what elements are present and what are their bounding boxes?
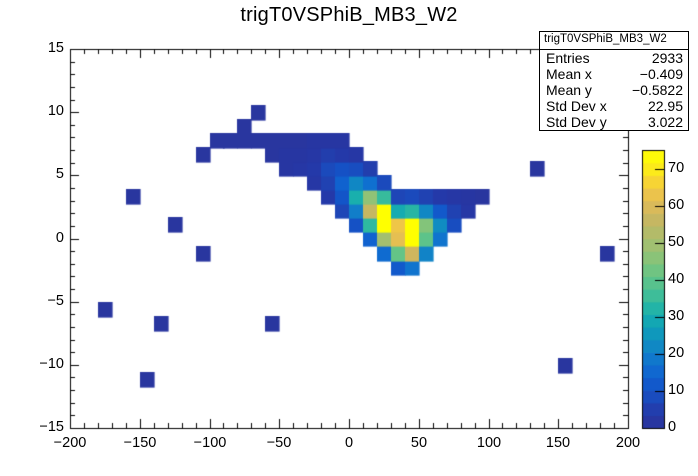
stats-key: Mean y — [546, 81, 592, 98]
stats-row: Entries 2933 — [540, 50, 688, 66]
colorbar-tick-label: 0 — [668, 419, 677, 435]
stats-value: 3.022 — [647, 113, 683, 130]
colorbar-tick-label: 60 — [668, 197, 685, 213]
stats-value: 22.95 — [647, 97, 683, 114]
stats-row: Std Dev x 22.95 — [540, 98, 688, 114]
stats-key: Entries — [546, 49, 590, 66]
stats-value: −0.409 — [639, 65, 683, 82]
stats-value: −0.5822 — [632, 81, 683, 98]
stats-row: Std Dev y 3.022 — [540, 114, 688, 130]
y-axis-tick-label: −15 — [39, 419, 64, 435]
x-axis-tick-label: −50 — [266, 435, 292, 451]
y-axis-tick-label: 5 — [55, 166, 64, 182]
x-axis-tick-label: 200 — [615, 435, 641, 451]
colorbar-tick-label: 50 — [668, 234, 685, 250]
stats-key: Mean x — [546, 65, 592, 82]
x-axis-tick-label: 50 — [410, 435, 428, 451]
y-axis-tick-label: −5 — [47, 293, 64, 309]
x-axis-tick-label: −150 — [123, 435, 157, 451]
x-axis-tick-label: 0 — [344, 435, 354, 451]
y-axis-tick-label: 15 — [47, 40, 64, 56]
stats-key: Std Dev y — [546, 113, 607, 130]
stats-rows: Entries 2933 Mean x −0.409 Mean y −0.5822 Std … — [540, 50, 688, 130]
stats-value: 2933 — [651, 49, 683, 66]
stats-key: Std Dev x — [546, 97, 607, 114]
colorbar-tick-label: 20 — [668, 345, 685, 361]
stats-box: trigT0VSPhiB_MB3_W2 Entries 2933 Mean x −0.… — [539, 31, 689, 131]
y-axis-tick-label: 0 — [55, 230, 64, 246]
stats-title: trigT0VSPhiB_MB3_W2 — [540, 32, 688, 50]
colorbar-tick-label: 30 — [668, 308, 685, 324]
colorbar-tick-label: 70 — [668, 160, 685, 176]
colorbar-tick-label: 10 — [668, 382, 685, 398]
y-axis-tick-label: 10 — [47, 103, 64, 119]
y-axis-tick-label: −10 — [39, 356, 64, 372]
x-axis-tick-label: 150 — [545, 435, 571, 451]
stats-row: Mean y −0.5822 — [540, 82, 688, 98]
x-axis-tick-label: −100 — [193, 435, 227, 451]
x-axis-tick-label: 100 — [476, 435, 502, 451]
colorbar-tick-label: 40 — [668, 271, 685, 287]
stats-row: Mean x −0.409 — [540, 66, 688, 82]
x-axis-tick-label: −200 — [53, 435, 87, 451]
